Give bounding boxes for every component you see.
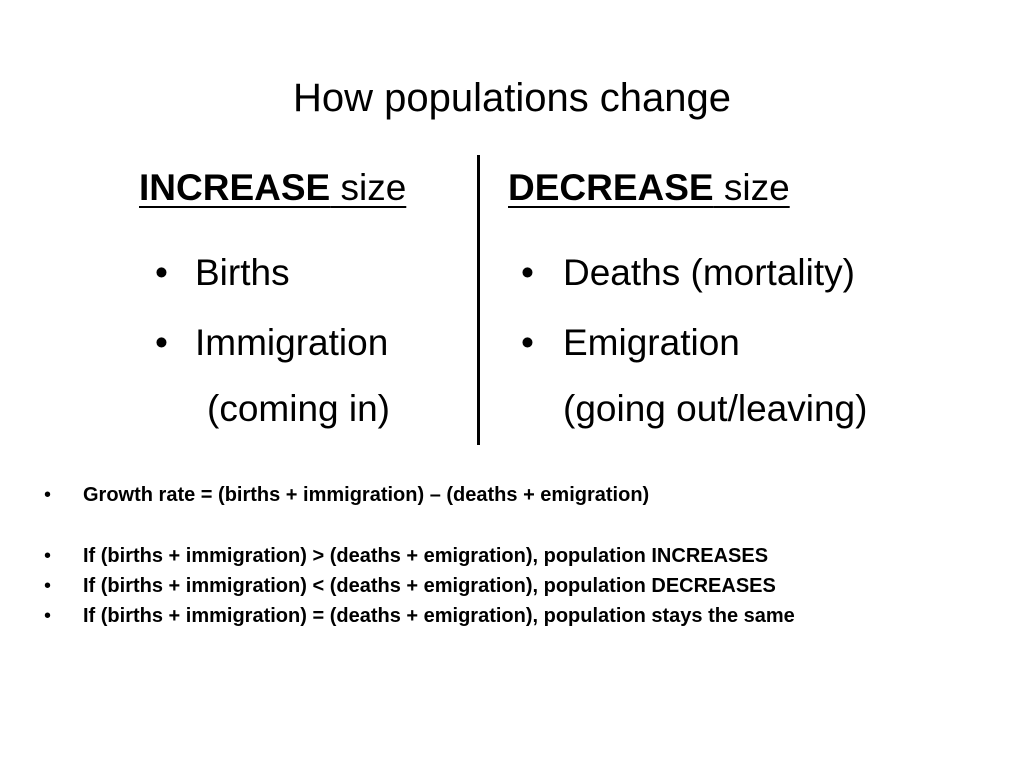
increase-header-rest: size	[330, 167, 407, 208]
increase-header: INCREASE size	[139, 164, 406, 212]
decrease-list: • Deaths (mortality) • Emigration (going o…	[521, 248, 867, 434]
item-label: Births	[195, 252, 290, 293]
increase-rule: • If (births + immigration) > (deaths + e…	[44, 541, 795, 571]
increase-list: • Births • Immigration (coming in)	[155, 248, 390, 434]
list-item: • Immigration (coming in)	[155, 318, 390, 434]
decrease-header: DECREASE size	[508, 164, 790, 212]
item-label: Deaths (mortality)	[563, 252, 855, 293]
decrease-header-rest: size	[713, 167, 790, 208]
slide-title: How populations change	[292, 76, 732, 120]
column-divider	[477, 155, 480, 445]
bullet-icon: •	[44, 575, 52, 597]
bullet-icon: •	[521, 322, 534, 363]
decrease-rule: • If (births + immigration) < (deaths + e…	[44, 571, 795, 601]
rules-list: • Growth rate = (births + immigration) – …	[44, 480, 795, 631]
bullet-icon: •	[44, 545, 52, 567]
growth-rate-rule: • Growth rate = (births + immigration) – …	[44, 480, 795, 510]
increase-header-strong: INCREASE	[139, 167, 331, 208]
item-note: (going out/leaving)	[563, 388, 868, 429]
decrease-header-strong: DECREASE	[508, 167, 714, 208]
rule-text: If (births + immigration) > (deaths + em…	[83, 545, 769, 567]
bullet-icon: •	[44, 605, 52, 627]
item-label: Emigration	[563, 322, 740, 363]
bullet-icon: •	[155, 252, 168, 293]
same-rule: • If (births + immigration) = (deaths + e…	[44, 601, 795, 631]
bullet-icon: •	[44, 484, 52, 506]
rule-text: If (births + immigration) = (deaths + em…	[83, 605, 795, 627]
bullet-icon: •	[521, 252, 534, 293]
list-item: • Births	[155, 248, 390, 298]
rule-text: If (births + immigration) < (deaths + em…	[83, 575, 776, 597]
item-label: Immigration	[195, 322, 389, 363]
bullet-icon: •	[155, 322, 168, 363]
item-note: (coming in)	[207, 388, 390, 429]
list-item: • Deaths (mortality)	[521, 248, 867, 298]
rule-text: Growth rate = (births + immigration) – (…	[83, 484, 650, 506]
list-item: • Emigration (going out/leaving)	[521, 318, 867, 434]
